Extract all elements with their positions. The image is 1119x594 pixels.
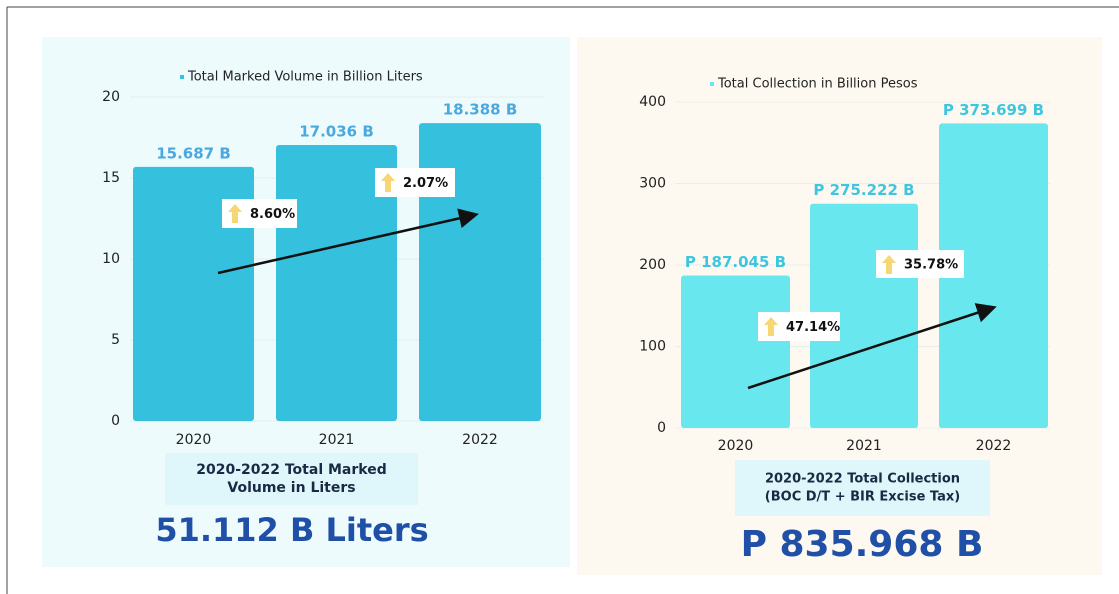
annotation: 35.78% <box>904 258 958 273</box>
annotation: 2.07% <box>403 176 448 191</box>
value-label: P 373.699 B <box>943 101 1044 119</box>
y-tick-label: 5 <box>111 332 120 348</box>
y-tick-label: 15 <box>102 170 120 186</box>
y-tick-label: 200 <box>639 257 666 273</box>
bar <box>276 145 397 422</box>
value-label: 18.388 B <box>443 101 518 119</box>
y-tick-label: 0 <box>111 413 120 429</box>
value-label: 15.687 B <box>156 144 231 162</box>
bar <box>133 166 254 421</box>
annotation: 8.60% <box>250 207 295 222</box>
caption: (BOC D/T + BIR Excise Tax) <box>765 490 960 505</box>
x-tick-label: 2020 <box>718 438 754 454</box>
y-tick-label: 20 <box>102 89 120 105</box>
caption: Volume in Liters <box>227 480 355 496</box>
legend-label: Total Collection in Billion Pesos <box>717 77 918 92</box>
trend-arrow <box>747 303 997 390</box>
legend-marker <box>710 82 714 86</box>
up-arrow-icon <box>764 317 778 336</box>
up-arrow-icon <box>882 255 896 274</box>
caption: 2020-2022 Total Marked <box>196 462 386 478</box>
up-arrow-icon <box>228 204 242 223</box>
x-tick-label: 2022 <box>462 432 498 448</box>
legend-label: Total Marked Volume in Billion Liters <box>187 70 423 85</box>
annotation: 47.14% <box>786 320 840 335</box>
value-label: 17.036 B <box>299 123 374 141</box>
bar <box>939 123 1048 429</box>
x-tick-label: 2020 <box>176 432 212 448</box>
value-label: P 187.045 B <box>685 253 786 271</box>
total: 51.112 B Liters <box>155 511 428 549</box>
caption-box <box>165 453 418 505</box>
y-tick-label: 300 <box>639 176 666 192</box>
bar <box>681 275 790 428</box>
trend-arrow <box>217 208 479 275</box>
y-tick-label: 0 <box>657 420 666 436</box>
total: P 835.968 B <box>741 524 984 565</box>
x-tick-label: 2021 <box>319 432 355 448</box>
caption: 2020-2022 Total Collection <box>765 472 960 487</box>
legend-marker <box>180 75 184 79</box>
value-label: P 275.222 B <box>813 181 914 199</box>
x-tick-label: 2021 <box>846 438 882 454</box>
y-tick-label: 400 <box>639 94 666 110</box>
caption-box <box>735 460 990 516</box>
up-arrow-icon <box>381 173 395 192</box>
bar <box>419 123 541 421</box>
y-tick-label: 100 <box>639 339 666 355</box>
y-tick-label: 10 <box>102 251 120 267</box>
x-tick-label: 2022 <box>976 438 1012 454</box>
